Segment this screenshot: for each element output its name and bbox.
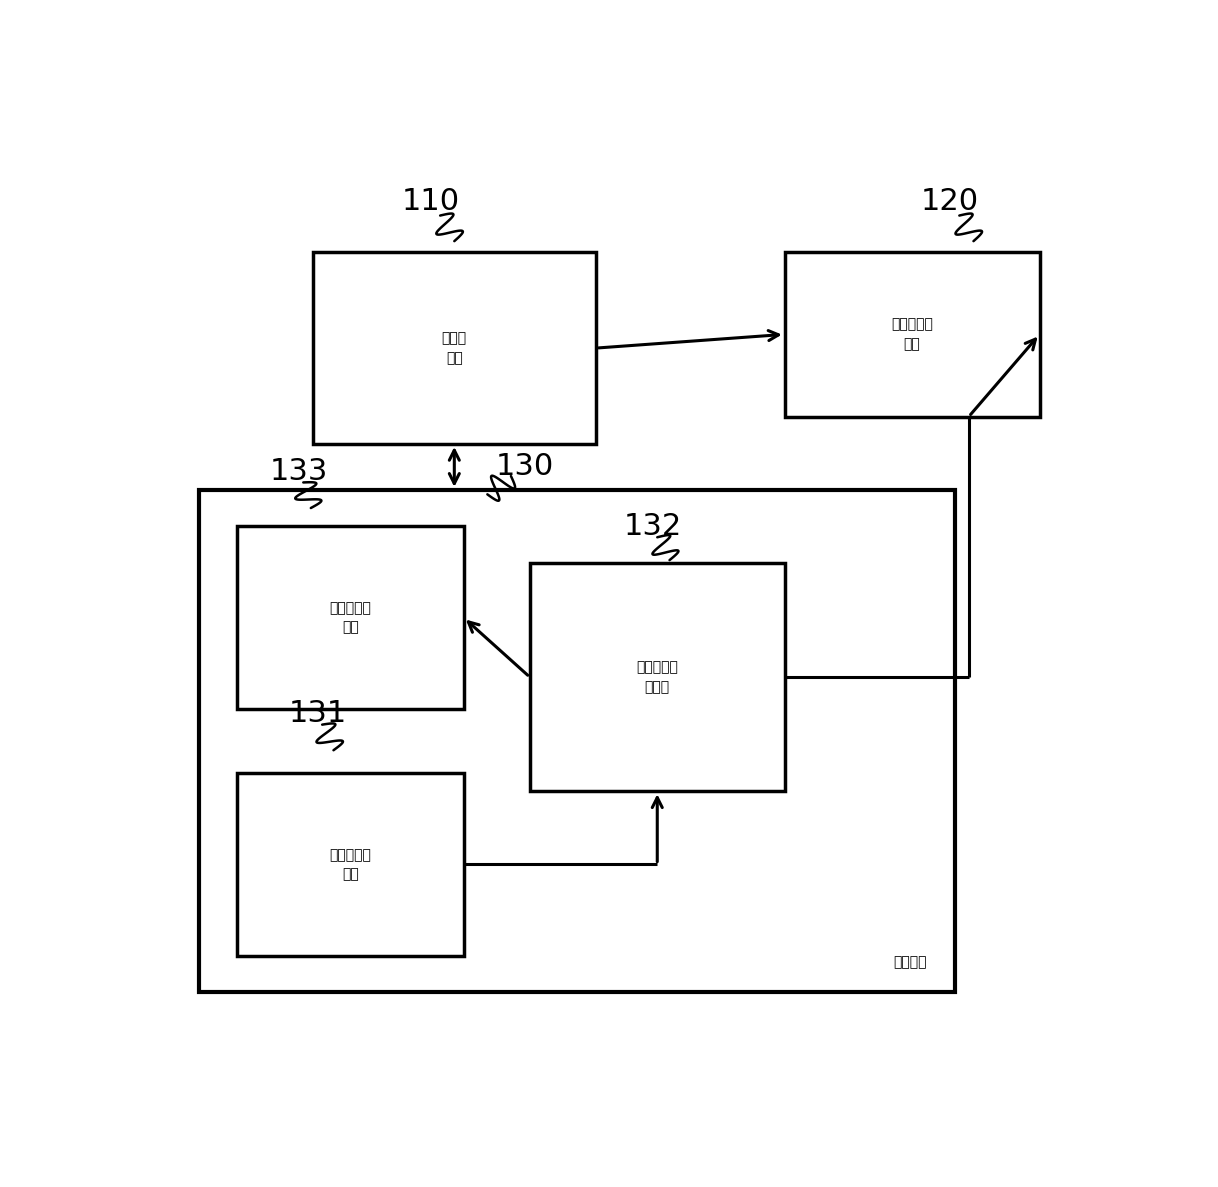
Bar xyxy=(530,563,784,792)
Bar xyxy=(238,526,464,709)
Text: 微控制
单元: 微控制 单元 xyxy=(442,331,466,364)
Text: 110: 110 xyxy=(402,188,459,216)
Text: 低压差线性
稳压器: 低压差线性 稳压器 xyxy=(636,660,678,694)
Text: 可编程逻辑
模块: 可编程逻辑 模块 xyxy=(892,318,933,351)
Bar xyxy=(200,490,955,992)
Text: 反馈模块: 反馈模块 xyxy=(893,956,927,970)
Bar xyxy=(313,252,596,444)
Text: 120: 120 xyxy=(921,188,979,216)
Text: 130: 130 xyxy=(496,452,554,482)
Text: 数字转模拟
元件: 数字转模拟 元件 xyxy=(330,848,371,881)
Text: 131: 131 xyxy=(289,699,347,728)
Bar xyxy=(238,773,464,956)
Text: 132: 132 xyxy=(624,512,682,541)
Text: 模拟转数字
元件: 模拟转数字 元件 xyxy=(330,601,371,635)
Bar xyxy=(784,252,1040,417)
Text: 133: 133 xyxy=(269,457,328,485)
